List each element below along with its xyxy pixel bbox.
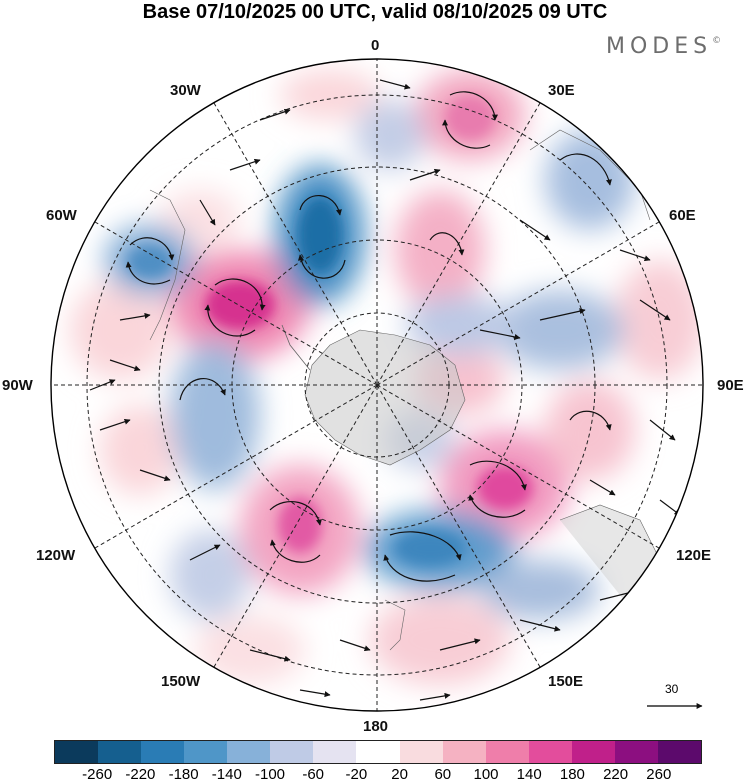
colorbar-tick-label: 220 (603, 766, 629, 783)
colorbar-segment (657, 741, 701, 763)
brand-name: MODES (606, 34, 713, 59)
colorbar-tick-label: 60 (434, 766, 452, 783)
wind-vectors (89, 79, 681, 701)
vector-scale-label: 30 (665, 682, 679, 696)
colorbar-ticks: -260 -220 -180 -140 -100 -60 -20 20 60 100 140 180 2… (0, 766, 750, 783)
colorbar-tick-label: 140 (516, 766, 542, 783)
colorbar-segment (141, 741, 185, 763)
lon-label-150w: 150W (161, 673, 201, 690)
colorbar-segment (227, 741, 271, 763)
colorbar-segment (399, 741, 443, 763)
colorbar-segment (614, 741, 658, 763)
lon-label-0: 0 (371, 37, 380, 54)
colorbar-segment (442, 741, 486, 763)
colorbar-segment (528, 741, 572, 763)
polar-stereographic-map (50, 58, 704, 712)
brand-mark: © (712, 36, 722, 46)
lon-label-60w: 60W (46, 207, 77, 224)
colorbar-segment (571, 741, 615, 763)
colorbar-tick-label: -100 (254, 766, 286, 783)
colorbar-tick-label: -140 (211, 766, 242, 783)
colorbar-tick-label: -260 (82, 766, 113, 783)
colorbar-tick-label: -20 (345, 766, 368, 783)
lon-label-120e: 120E (676, 547, 712, 564)
lon-label-180: 180 (363, 718, 389, 735)
colorbar-tick-label: -180 (168, 766, 199, 783)
map-boundary (50, 58, 704, 712)
colorbar-segment (356, 741, 400, 763)
colorbar-tick-label: 100 (473, 766, 499, 783)
colorbar-tick-label: -60 (302, 766, 325, 783)
lon-label-60e: 60E (669, 207, 696, 224)
map-title: Base 07/10/2025 00 UTC, valid 08/10/2025… (142, 1, 608, 23)
lon-label-150e: 150E (548, 673, 584, 690)
colorbar-segment (98, 741, 142, 763)
lon-label-30w: 30W (170, 82, 201, 99)
colorbar (54, 740, 702, 764)
lon-label-90w: 90W (2, 377, 33, 394)
colorbar-tick-label: 260 (646, 766, 672, 783)
colorbar-tick-label: 180 (559, 766, 585, 783)
colorbar-segment (184, 741, 228, 763)
lon-label-120w: 120W (36, 547, 76, 564)
colorbar-segment (485, 741, 529, 763)
lon-label-90e: 90E (717, 377, 744, 394)
colorbar-tick-label: -220 (125, 766, 156, 783)
anomaly-shading (70, 70, 703, 685)
anomaly-field (51, 59, 703, 711)
colorbar-tick-label: 20 (391, 766, 408, 783)
modes-logo: MODES© (606, 34, 721, 59)
colorbar-segment (55, 741, 99, 763)
colorbar-segment (313, 741, 357, 763)
colorbar-segment (270, 741, 314, 763)
lon-label-30e: 30E (548, 82, 575, 99)
